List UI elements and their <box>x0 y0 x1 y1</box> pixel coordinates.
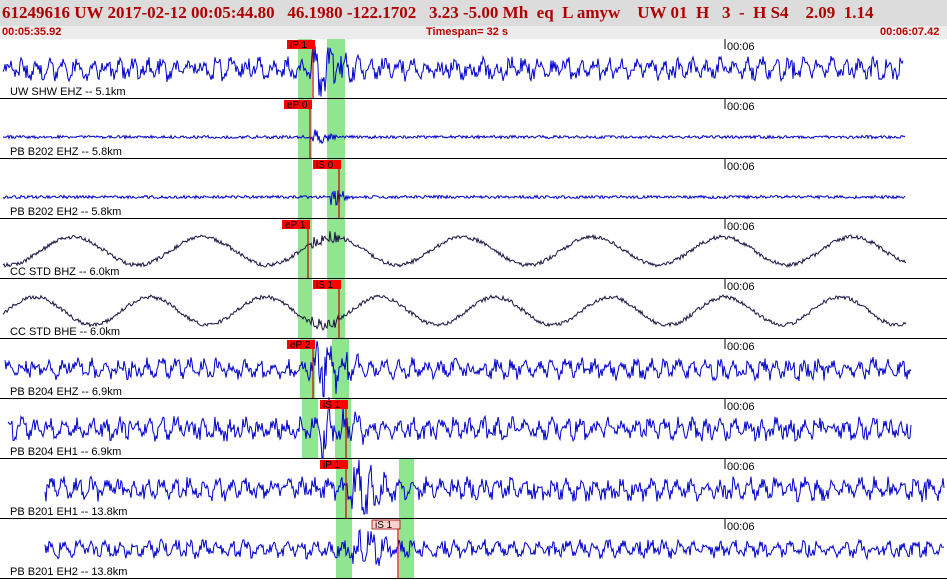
phase-pick-label: eP 1 <box>285 220 306 231</box>
channel-label: PB B202 EH2 -- 5.8km <box>10 206 121 218</box>
channel-label: CC STD BHE -- 6.0km <box>10 326 120 338</box>
phase-pick-label: eP 2 <box>290 340 311 351</box>
time-mark-label: 00:06 <box>727 401 755 413</box>
seismic-trace <box>4 340 912 398</box>
event-header: 61249616 UW 2017-02-12 00:05:44.80 46.19… <box>0 0 947 27</box>
channel-row[interactable]: 00:06 eP 0 PB B202 EHZ -- 5.8km <box>0 99 947 159</box>
seismic-trace <box>2 129 906 145</box>
phase-pick-label: iS 0 <box>316 160 334 171</box>
time-mark-label: 00:06 <box>727 101 755 113</box>
phase-pick-marker[interactable] <box>313 280 341 289</box>
channel-row[interactable]: 00:06 iP 1 PB B201 EH1 -- 13.8km <box>0 459 947 519</box>
pick-window-band <box>302 399 318 459</box>
phase-pick-marker[interactable] <box>287 40 315 49</box>
pick-window-band <box>298 279 312 339</box>
time-mark-label: 00:06 <box>727 41 755 53</box>
seismic-trace <box>44 528 945 566</box>
channel-row[interactable]: 00:06 iS 0 PB B202 EH2 -- 5.8km <box>0 159 947 219</box>
start-time: 00:05:35.92 <box>2 26 62 38</box>
pick-window-band <box>298 159 312 219</box>
pick-window-band <box>399 459 414 519</box>
phase-pick-marker[interactable] <box>371 519 401 530</box>
channel-label: PB B201 EH2 -- 13.8km <box>10 566 127 578</box>
time-mark-label: 00:06 <box>727 461 755 473</box>
phase-pick-label: iP 1 <box>290 40 307 51</box>
waveform-panel[interactable]: 00:06 iP 1 UW SHW EHZ -- 5.1km 00:06 eP 0 PB … <box>0 39 947 580</box>
seismic-trace <box>2 294 907 331</box>
time-mark-label: 00:06 <box>727 221 755 233</box>
phase-pick-marker[interactable] <box>284 100 312 109</box>
seismic-trace <box>2 231 907 268</box>
timespan-label: Timespan= 32 s <box>426 26 509 38</box>
waveform-canvas[interactable]: 00:06 iP 1 UW SHW EHZ -- 5.1km 00:06 eP 0 PB … <box>0 39 947 580</box>
seismic-trace <box>44 459 945 516</box>
channel-row[interactable]: 00:06 eP 2 PB B204 EHZ -- 6.9km <box>0 339 947 399</box>
channel-label: PB B201 EH1 -- 13.8km <box>10 506 127 518</box>
seismic-trace <box>7 397 912 460</box>
phase-pick-label: iS 1 <box>375 520 393 531</box>
end-time: 00:06:07.42 <box>880 26 940 38</box>
channel-row[interactable]: 00:06 iS 1 CC STD BHE -- 6.0km <box>0 279 947 339</box>
pick-window-band <box>335 399 351 459</box>
channel-row[interactable]: 00:06 iS 1 PB B201 EH2 -- 13.8km <box>0 519 947 579</box>
phase-pick-label: iP 1 <box>323 460 340 471</box>
seismic-trace <box>2 190 906 206</box>
channel-row[interactable]: 00:06 iS 1 PB B204 EH1 -- 6.9km <box>0 397 947 460</box>
channel-label: PB B202 EHZ -- 5.8km <box>10 146 122 158</box>
phase-pick-marker[interactable] <box>320 400 348 409</box>
time-mark-label: 00:06 <box>727 161 755 173</box>
channel-row[interactable]: 00:06 eP 1 CC STD BHZ -- 6.0km <box>0 219 947 279</box>
phase-pick-marker[interactable] <box>287 340 315 349</box>
phase-pick-label: iS 1 <box>316 280 334 291</box>
pick-window-band <box>336 459 352 519</box>
seismic-trace <box>2 44 904 97</box>
phase-pick-marker[interactable] <box>282 220 310 229</box>
pick-window-band <box>300 339 315 399</box>
time-mark-label: 00:06 <box>727 281 755 293</box>
channel-label: PB B204 EH1 -- 6.9km <box>10 446 121 458</box>
channel-label: CC STD BHZ -- 6.0km <box>10 266 119 278</box>
pick-window-band <box>327 99 345 159</box>
phase-pick-marker[interactable] <box>320 460 348 469</box>
pick-window-band <box>327 279 345 339</box>
channel-label: UW SHW EHZ -- 5.1km <box>10 86 126 98</box>
time-mark-label: 00:06 <box>727 341 755 353</box>
phase-pick-label: eP 0 <box>287 100 308 111</box>
phase-pick-marker[interactable] <box>313 160 341 169</box>
pick-window-band <box>327 219 345 279</box>
pick-window-band <box>298 99 312 159</box>
channel-label: PB B204 EHZ -- 6.9km <box>10 386 122 398</box>
phase-pick-label: iS 1 <box>323 400 341 411</box>
pick-window-band <box>332 339 349 399</box>
time-range-bar: 00:05:35.92 Timespan= 32 s 00:06:07.42 <box>0 26 947 39</box>
time-mark-label: 00:06 <box>727 521 755 533</box>
event-summary-line: 61249616 UW 2017-02-12 00:05:44.80 46.19… <box>2 3 874 22</box>
pick-window-band <box>399 519 414 579</box>
channel-row[interactable]: 00:06 iP 1 UW SHW EHZ -- 5.1km <box>0 39 947 99</box>
